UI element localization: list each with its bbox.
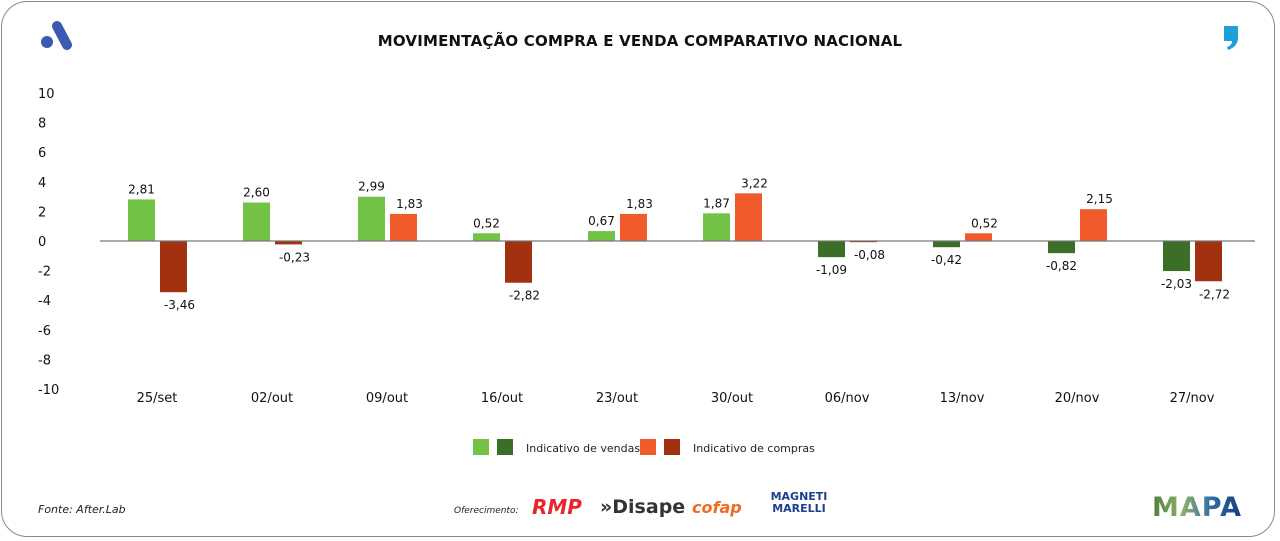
x-tick-label: 13/nov [940, 391, 985, 406]
y-tick-label: -10 [38, 383, 59, 398]
data-label: 1,83 [396, 197, 423, 211]
bar-vendas [358, 196, 385, 241]
data-label: 2,99 [358, 180, 385, 194]
chart-title: MOVIMENTAÇÃO COMPRA E VENDA COMPARATIVO … [377, 32, 903, 50]
x-tick-label: 25/set [137, 391, 178, 406]
y-tick-label: 8 [38, 117, 46, 132]
x-tick-label: 16/out [481, 391, 523, 406]
y-tick-label: 4 [38, 176, 46, 191]
bar-vendas [703, 213, 730, 241]
y-tick-label: -4 [38, 294, 51, 309]
bar-compras [275, 241, 302, 245]
mapa-logo: MAPA [1152, 492, 1242, 523]
bar-vendas [588, 231, 615, 241]
y-tick-label: 6 [38, 146, 46, 161]
x-tick-label: 09/out [366, 391, 408, 406]
data-label: 1,87 [703, 196, 730, 210]
sponsor-disape-logo: »Disape [600, 496, 686, 518]
x-tick-label: 02/out [251, 391, 293, 406]
bar-compras [620, 213, 647, 241]
bar-compras [390, 213, 417, 241]
legend-swatch-positive [640, 439, 656, 455]
data-label: 2,81 [128, 182, 155, 196]
y-tick-label: 2 [38, 205, 46, 220]
brand-logo [41, 21, 72, 50]
bar-vendas [1048, 241, 1075, 254]
data-label: 0,52 [473, 216, 500, 230]
data-label: -3,46 [164, 298, 195, 312]
y-tick-label: 10 [38, 87, 55, 102]
bar-compras [160, 241, 187, 293]
data-label: 2,15 [1086, 192, 1113, 206]
x-tick-label: 23/out [596, 391, 638, 406]
legend-swatch-negative [497, 439, 513, 455]
data-label: -0,23 [279, 250, 310, 264]
data-label: 0,52 [971, 216, 998, 230]
bar-vendas [128, 199, 155, 241]
x-tick-label: 27/nov [1170, 391, 1215, 406]
data-label: -2,82 [509, 289, 540, 303]
y-tick-label: 0 [38, 235, 46, 250]
bar-vendas [473, 233, 500, 241]
data-label: 0,67 [588, 214, 615, 228]
data-label: -2,72 [1199, 287, 1230, 301]
data-label: -1,09 [816, 263, 847, 277]
data-label: 3,22 [741, 176, 768, 190]
y-tick-label: -8 [38, 353, 51, 368]
bar-vendas [818, 241, 845, 258]
legend-label: Indicativo de compras [693, 442, 815, 455]
bar-vendas [243, 202, 270, 241]
y-tick-label: -2 [38, 265, 51, 280]
bar-compras [735, 193, 762, 241]
sponsor-cofap-logo: cofap [692, 498, 742, 517]
data-label: 2,60 [243, 186, 270, 200]
legend-swatch-negative [664, 439, 680, 455]
sponsor-rmp-logo: RMP [532, 495, 582, 519]
bar-vendas [933, 241, 960, 248]
bar-compras [505, 241, 532, 283]
data-label: -0,42 [931, 253, 962, 267]
offer-label: Oferecimento: [454, 506, 519, 516]
legend-swatch-positive [473, 439, 489, 455]
bar-compras [1080, 209, 1107, 241]
x-tick-label: 06/nov [825, 391, 870, 406]
sponsor-magneti-marelli-logo: MAGNETI MARELLI [770, 490, 828, 515]
legend-label: Indicativo de vendas [526, 442, 640, 455]
bar-vendas [1163, 241, 1190, 272]
data-label: -0,82 [1046, 259, 1077, 273]
chart-plot: 10 8 6 4 2 0 -2 -4 -6 -8 -10 25/set 2,81 -3,46 02/out 2… [38, 87, 1255, 455]
quote-logo [1224, 26, 1238, 50]
source-note: Fonte: After.Lab [38, 503, 126, 516]
data-label: -0,08 [854, 248, 885, 262]
bar-compras [965, 233, 992, 241]
x-tick-label: 20/nov [1055, 391, 1100, 406]
data-label: 1,83 [626, 197, 653, 211]
y-tick-label: -6 [38, 324, 51, 339]
bar-compras [1195, 241, 1222, 282]
data-label: -2,03 [1161, 277, 1192, 291]
x-tick-label: 30/out [711, 391, 753, 406]
